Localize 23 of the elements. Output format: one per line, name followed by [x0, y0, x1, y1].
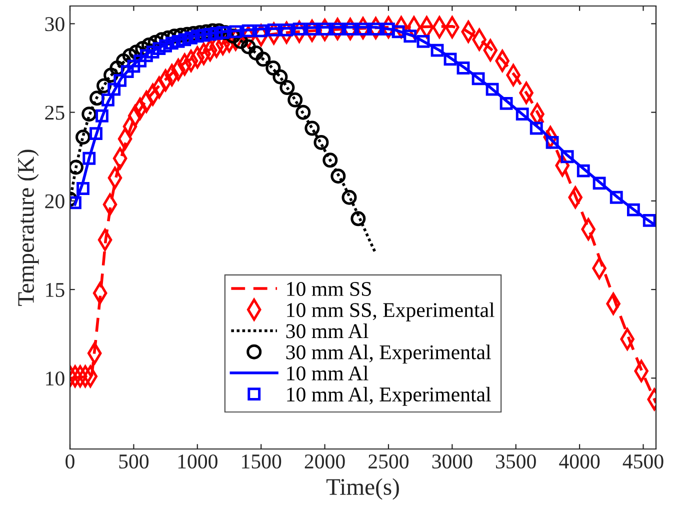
- y-tick-label: 20: [45, 194, 64, 208]
- y-axis-title: Temperature (K): [17, 150, 39, 306]
- x-tick-label: 4000: [559, 454, 600, 469]
- x-tick-label: 500: [119, 454, 149, 469]
- y-tick-label: 15: [46, 282, 64, 297]
- legend-label: 30 mm Al: [286, 324, 368, 338]
- legend-label: 10 mm Al, Experimental: [287, 386, 491, 406]
- x-tick-label: 1500: [242, 454, 282, 469]
- x-axis-title: Time(s): [326, 478, 399, 500]
- y-tick-label: 25: [45, 106, 64, 120]
- legend-label: 10 mm SS: [287, 282, 371, 296]
- legend-label: 10 mm SS, Experimental: [287, 302, 494, 322]
- x-tick-label: 3000: [432, 454, 472, 469]
- x-tick-label: 4500: [622, 454, 664, 469]
- legend-label: 10 mm Al: [287, 366, 368, 380]
- y-tick-label: 30: [45, 17, 64, 32]
- x-tick-label: 2000: [304, 454, 345, 469]
- legend-label: 30 mm Al, Experimental: [286, 344, 491, 364]
- x-tick-label: 0: [66, 454, 74, 469]
- y-tick-label: 10: [46, 371, 64, 386]
- x-tick-label: 3500: [496, 454, 536, 469]
- x-tick-label: 1000: [178, 454, 218, 469]
- x-tick-label: 2500: [368, 454, 409, 469]
